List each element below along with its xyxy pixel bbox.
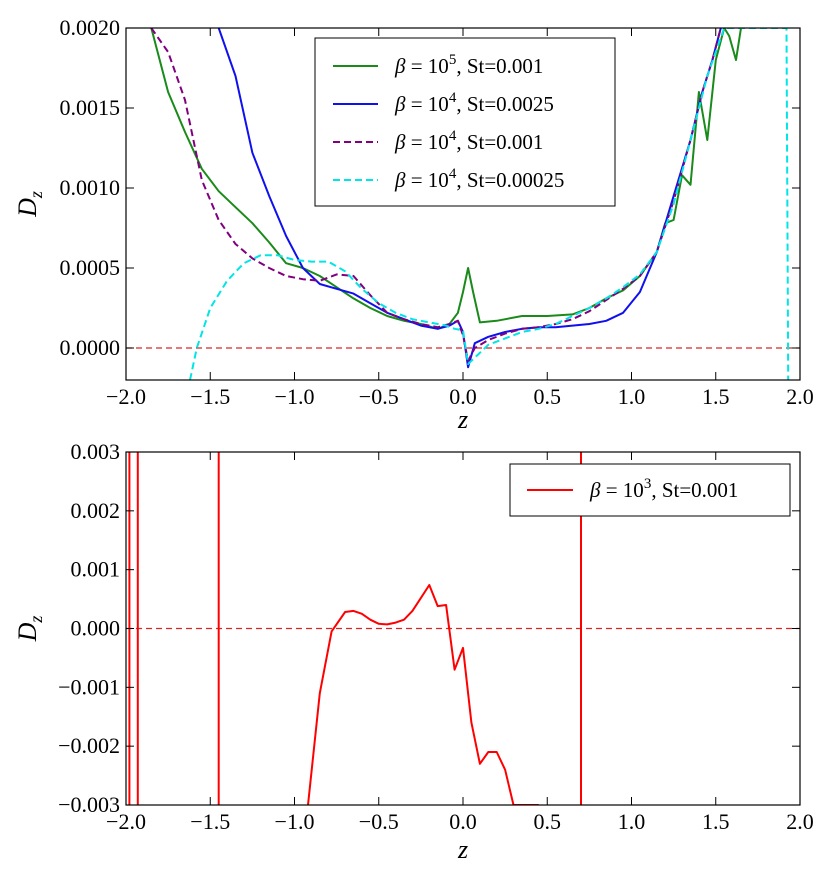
x-tick-label: 0.5	[534, 384, 562, 409]
legend-exponent: 4	[449, 90, 457, 106]
y-axis-label: Dz	[13, 616, 46, 643]
x-tick-label: 1.5	[702, 809, 730, 834]
series-line-1	[150, 28, 742, 330]
y-tick-label: −0.001	[58, 674, 120, 699]
series-line-4	[189, 28, 790, 380]
legend-beta: β	[589, 478, 601, 502]
x-tick-label: −1.0	[275, 809, 315, 834]
legend-rest: , St=0.001	[651, 478, 738, 502]
y-tick-label: −0.003	[58, 792, 120, 817]
legend-exponent: 4	[449, 166, 457, 182]
legend-eq: = 10	[405, 168, 448, 192]
x-tick-label: 1.0	[618, 809, 646, 834]
x-axis-label: z	[457, 835, 468, 864]
x-tick-label: 1.5	[702, 384, 730, 409]
series-line-2	[217, 28, 722, 369]
legend-exponent: 3	[644, 476, 652, 492]
top-chart-panel: −2.0 −1.5 −1.0 −0.5 0.0 0.5 1.0 1.5 2.0 0.0000 0.0…	[13, 15, 814, 434]
y-tick-label: 0.002	[71, 498, 121, 523]
x-tick-label: 2.0	[786, 384, 814, 409]
y-tick-label: 0.001	[71, 557, 121, 582]
y-tick-label: 0.0010	[60, 175, 121, 200]
legend-beta: β	[394, 92, 406, 116]
legend-label-1: β = 105, St=0.001	[394, 52, 543, 78]
y-tick-label: 0.0020	[60, 15, 121, 40]
series-group	[150, 28, 790, 380]
y-tick-label: −0.002	[58, 733, 120, 758]
legend-label-1: β = 103, St=0.001	[589, 476, 738, 502]
legend-label-4: β = 104, St=0.00025	[394, 166, 564, 192]
legend-beta: β	[394, 168, 406, 192]
legend-rest: , St=0.0025	[456, 92, 554, 116]
x-tick-label: 0.0	[449, 384, 477, 409]
legend-eq: = 10	[600, 478, 643, 502]
x-tick-label: −1.0	[275, 384, 315, 409]
legend-rest: , St=0.001	[456, 130, 543, 154]
series-line-3	[150, 28, 722, 362]
y-tick-label: 0.000	[71, 616, 121, 641]
x-tick-label: 1.0	[618, 384, 646, 409]
y-axis-label: Dz	[13, 191, 46, 218]
y-axis-label-main: D	[13, 622, 42, 642]
legend-beta: β	[394, 54, 406, 78]
legend-label-2: β = 104, St=0.0025	[394, 90, 554, 116]
legend-exponent: 5	[449, 52, 457, 68]
bottom-chart-panel: −2.0 −1.5 −1.0 −0.5 0.0 0.5 1.0 1.5 2.0 −0.003 −0.…	[13, 439, 814, 864]
legend-exponent: 4	[449, 128, 457, 144]
legend-label-3: β = 104, St=0.001	[394, 128, 543, 154]
y-tick-label: 0.003	[71, 439, 121, 464]
x-tick-label: −0.5	[359, 384, 399, 409]
y-axis-label-main: D	[13, 198, 42, 218]
x-tick-label: 2.0	[786, 809, 814, 834]
x-tick-label: −1.5	[190, 384, 230, 409]
x-axis-label: z	[457, 405, 468, 434]
x-tick-label: 0.5	[534, 809, 562, 834]
y-axis-label-subscript: z	[26, 191, 46, 199]
legend-eq: = 10	[405, 92, 448, 116]
y-tick-label: 0.0000	[60, 335, 121, 360]
y-axis-label-subscript: z	[26, 616, 46, 624]
x-tick-label: −2.0	[106, 384, 146, 409]
x-tick-label: −1.5	[190, 809, 230, 834]
legend-eq: = 10	[405, 130, 448, 154]
y-tick-label: 0.0005	[60, 255, 121, 280]
x-tick-label: 0.0	[449, 809, 477, 834]
series-line-1-part-4	[307, 584, 539, 805]
x-tick-label: −0.5	[359, 809, 399, 834]
legend-rest: , St=0.001	[456, 54, 543, 78]
y-tick-label: 0.0015	[60, 95, 121, 120]
x-tick-label: −2.0	[106, 809, 146, 834]
legend-rest: , St=0.00025	[456, 168, 564, 192]
legend-beta: β	[394, 130, 406, 154]
legend-eq: = 10	[405, 54, 448, 78]
